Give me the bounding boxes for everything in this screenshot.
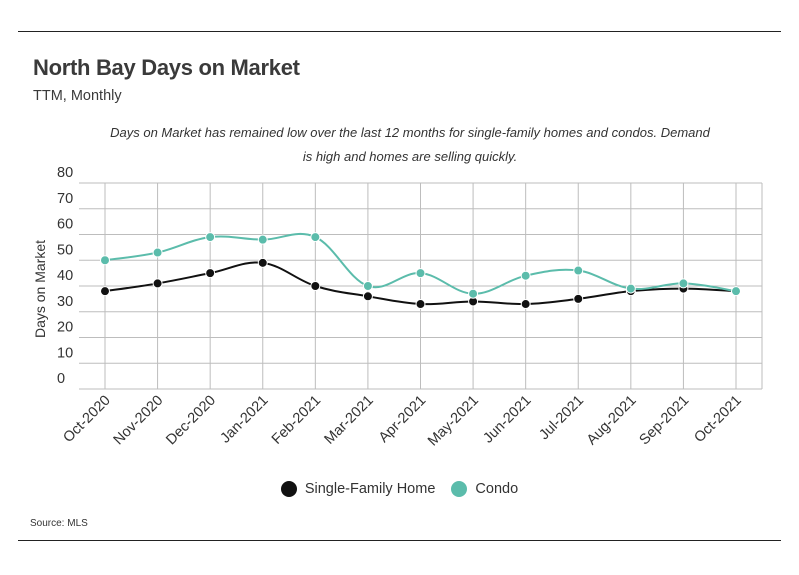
data-point-condo <box>625 283 636 294</box>
data-point-sfh <box>152 278 163 289</box>
data-point-condo <box>205 232 216 243</box>
y-tick-label: 70 <box>57 191 73 207</box>
data-point-sfh <box>362 291 373 302</box>
x-tick-label: Oct-2020 <box>60 393 113 446</box>
data-point-condo <box>100 255 110 266</box>
chart-title: North Bay Days on Market <box>33 55 300 80</box>
data-point-sfh <box>100 286 110 297</box>
y-tick-label: 10 <box>57 345 73 361</box>
x-tick-label: Feb-2021 <box>269 393 324 448</box>
y-tick-label: 0 <box>57 371 65 387</box>
data-point-condo <box>362 281 373 291</box>
x-tick-label: Nov-2020 <box>111 393 167 449</box>
x-tick-label: May-2021 <box>425 393 482 450</box>
data-point-condo <box>573 265 584 276</box>
data-point-sfh <box>415 299 426 310</box>
legend-label-condo: Condo <box>475 481 519 497</box>
data-point-sfh <box>310 281 321 291</box>
source-note: Source: MLS <box>30 518 88 529</box>
y-tick-label: 60 <box>57 217 73 233</box>
data-point-sfh <box>257 257 268 268</box>
legend-item-sfh: Single-Family Home <box>280 481 436 497</box>
y-tick-label: 30 <box>57 294 73 310</box>
chart-note: Days on Market has remained low over the… <box>110 125 710 164</box>
y-tick-label: 50 <box>57 242 73 258</box>
legend-swatch-sfh <box>280 481 297 497</box>
data-point-condo <box>731 286 741 297</box>
y-axis-title: Days on Market <box>32 240 48 338</box>
y-tick-label: 20 <box>57 320 73 336</box>
data-point-condo <box>310 232 321 243</box>
x-tick-label: Jun-2021 <box>480 393 534 447</box>
x-tick-label: Jan-2021 <box>218 393 272 447</box>
top-rule <box>18 31 781 32</box>
data-point-condo <box>520 270 531 281</box>
bottom-rule <box>18 540 781 541</box>
data-point-sfh <box>573 293 584 304</box>
x-tick-label: Dec-2020 <box>163 393 219 449</box>
data-point-sfh <box>520 299 531 310</box>
data-point-condo <box>415 268 426 279</box>
x-tick-label: Apr-2021 <box>376 393 429 446</box>
x-tick-label: Jul-2021 <box>536 393 587 444</box>
legend: Single-Family Home Condo <box>0 481 799 501</box>
x-tick-label: Mar-2021 <box>322 393 377 448</box>
data-point-condo <box>152 247 163 258</box>
y-tick-label: 40 <box>57 268 73 284</box>
data-point-condo <box>257 234 268 245</box>
x-tick-label: Aug-2021 <box>584 393 640 449</box>
legend-label-sfh: Single-Family Home <box>304 481 436 497</box>
data-point-sfh <box>205 268 216 279</box>
y-tick-label: 80 <box>57 165 73 181</box>
legend-item-condo: Condo <box>451 481 518 497</box>
legend-swatch-condo <box>451 481 468 497</box>
data-point-condo <box>468 288 479 299</box>
x-tick-label: Sep-2021 <box>636 393 692 449</box>
x-tick-label: Oct-2021 <box>691 393 744 446</box>
chart-subtitle: TTM, Monthly <box>33 88 122 104</box>
data-point-condo <box>678 278 689 289</box>
